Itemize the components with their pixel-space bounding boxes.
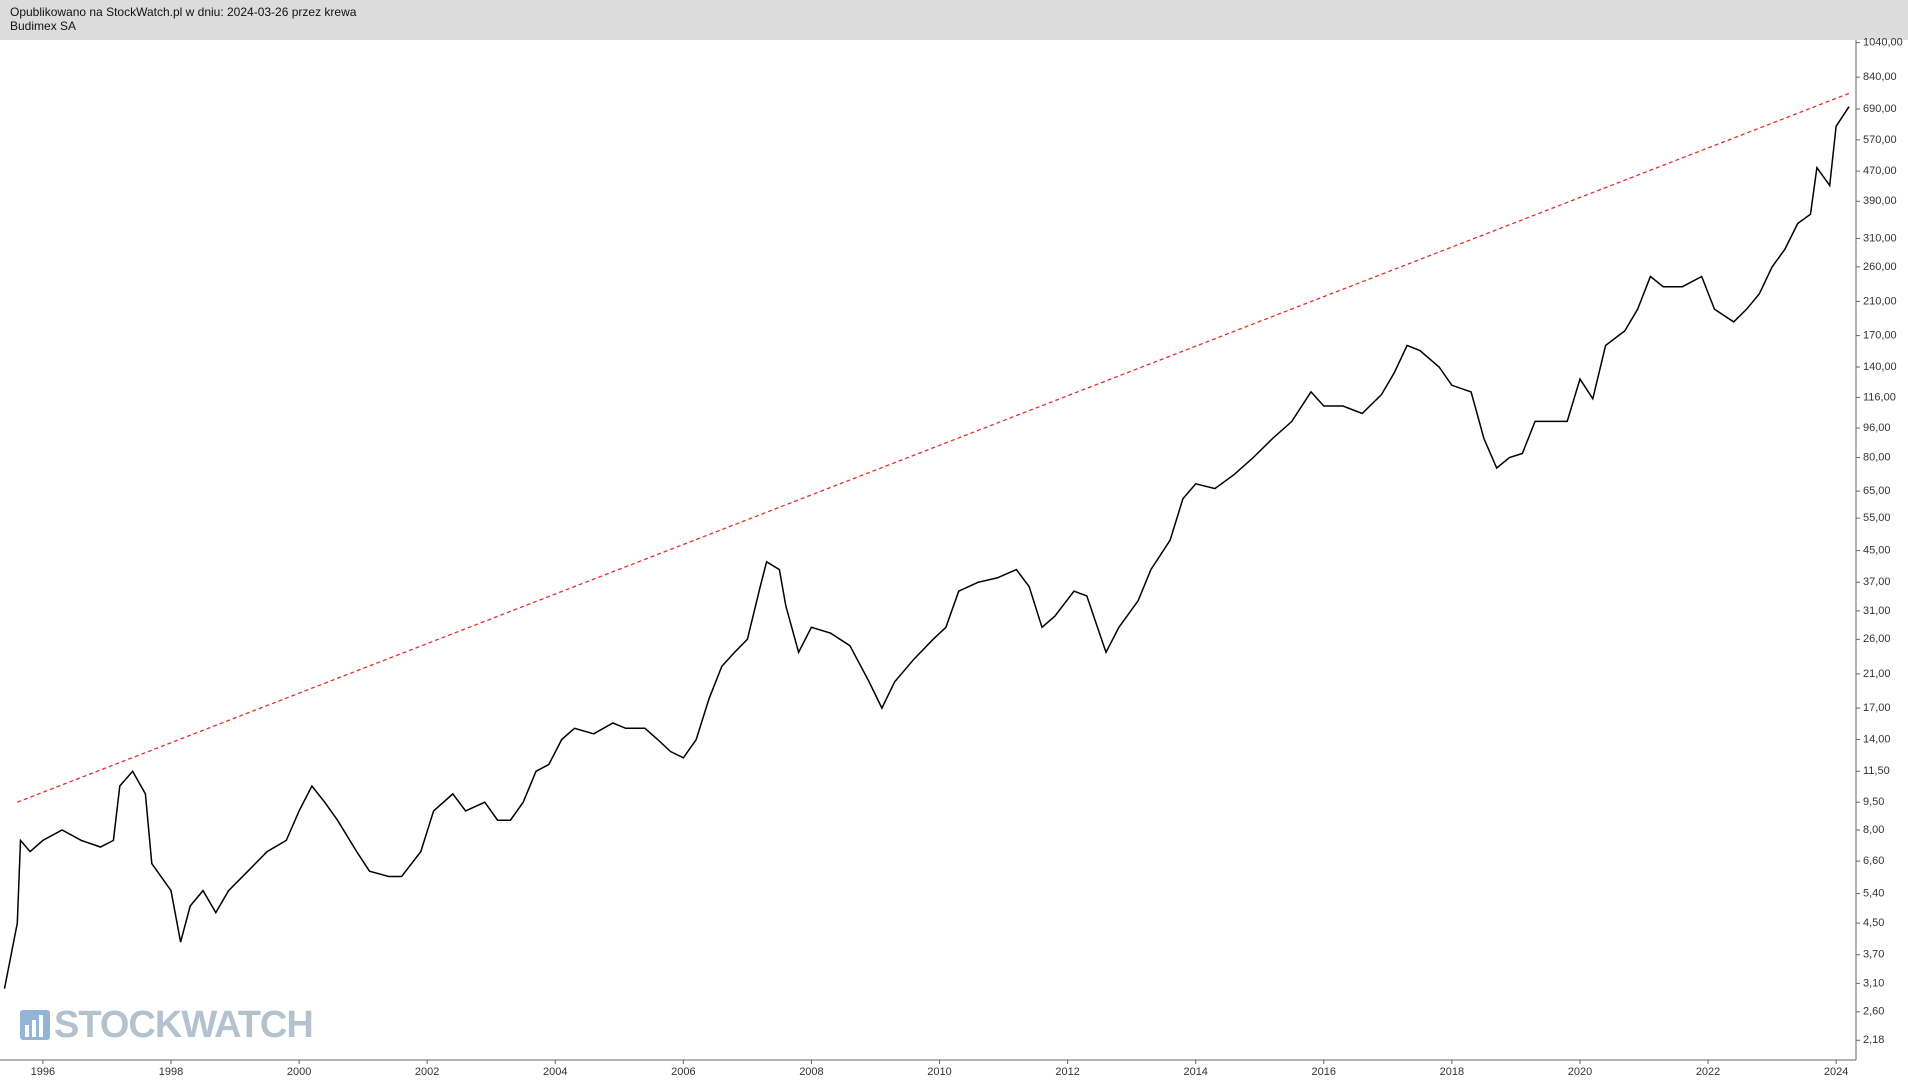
- y-tick-label: 37,00: [1863, 576, 1891, 588]
- y-tick-label: 4,50: [1863, 917, 1884, 929]
- y-tick-label: 31,00: [1863, 605, 1891, 617]
- x-tick-label: 2018: [1440, 1066, 1464, 1078]
- y-tick-label: 8,00: [1863, 824, 1884, 836]
- y-tick-label: 2,60: [1863, 1006, 1884, 1018]
- x-tick-label: 2000: [287, 1066, 311, 1078]
- x-tick-label: 2006: [671, 1066, 695, 1078]
- y-tick-label: 11,50: [1863, 765, 1890, 777]
- x-tick-label: 2020: [1568, 1066, 1592, 1078]
- x-tick-label: 2012: [1055, 1066, 1079, 1078]
- y-tick-label: 14,00: [1863, 733, 1891, 745]
- x-tick-label: 1998: [159, 1066, 183, 1078]
- x-tick-label: 2010: [927, 1066, 951, 1078]
- y-tick-label: 17,00: [1863, 702, 1891, 714]
- x-tick-label: 2022: [1696, 1066, 1720, 1078]
- x-tick-label: 1996: [31, 1066, 55, 1078]
- y-tick-label: 690,00: [1863, 103, 1897, 115]
- x-tick-label: 2014: [1183, 1066, 1207, 1078]
- x-tick-label: 2024: [1824, 1066, 1848, 1078]
- trend-line: [17, 92, 1850, 803]
- y-tick-label: 840,00: [1863, 71, 1897, 83]
- y-tick-label: 2,18: [1863, 1034, 1884, 1046]
- logo: STOCKWATCH: [54, 1004, 313, 1046]
- header-line: Opublikowano na StockWatch.pl w dniu: 20…: [10, 5, 357, 19]
- price-line: [3, 106, 1850, 989]
- y-tick-label: 45,00: [1863, 545, 1891, 557]
- y-tick-label: 3,10: [1863, 977, 1884, 989]
- y-tick-label: 570,00: [1863, 134, 1897, 146]
- x-tick-label: 2004: [543, 1066, 567, 1078]
- header: Opublikowano na StockWatch.pl w dniu: 20…: [0, 0, 1908, 40]
- y-tick-label: 260,00: [1863, 261, 1897, 273]
- y-tick-label: 65,00: [1863, 485, 1891, 497]
- y-tick-label: 80,00: [1863, 451, 1891, 463]
- y-tick-label: 26,00: [1863, 633, 1891, 645]
- y-tick-label: 310,00: [1863, 232, 1897, 244]
- y-tick-label: 1040,00: [1863, 37, 1903, 49]
- x-tick-label: 2008: [799, 1066, 823, 1078]
- x-tick-label: 2016: [1312, 1066, 1336, 1078]
- y-tick-label: 170,00: [1863, 330, 1897, 342]
- y-tick-label: 5,40: [1863, 887, 1884, 899]
- y-tick-label: 9,50: [1863, 796, 1884, 808]
- y-tick-label: 470,00: [1863, 165, 1897, 177]
- y-tick-label: 390,00: [1863, 195, 1897, 207]
- logo-icon: [20, 1010, 50, 1040]
- y-tick-label: 210,00: [1863, 295, 1897, 307]
- y-tick-label: 21,00: [1863, 668, 1891, 680]
- y-tick-label: 116,00: [1863, 391, 1896, 403]
- x-tick-label: 2002: [415, 1066, 439, 1078]
- y-tick-label: 96,00: [1863, 422, 1891, 434]
- y-tick-label: 140,00: [1863, 361, 1897, 373]
- y-tick-label: 3,70: [1863, 949, 1884, 961]
- y-tick-label: 6,60: [1863, 855, 1884, 867]
- header-line: Budimex SA: [10, 19, 77, 33]
- y-tick-label: 55,00: [1863, 512, 1891, 524]
